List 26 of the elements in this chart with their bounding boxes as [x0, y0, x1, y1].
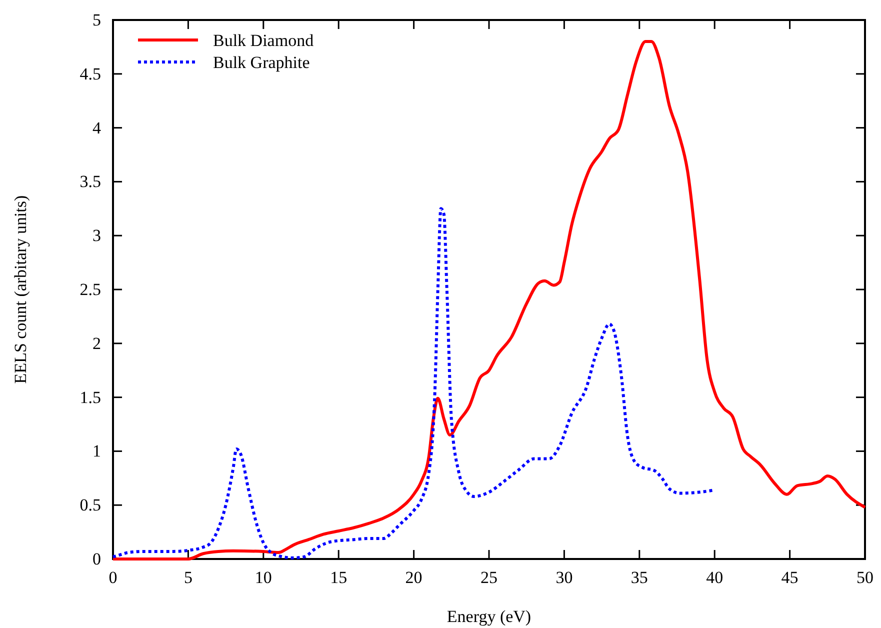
- x-tick-label: 50: [856, 568, 874, 588]
- y-tick-label: 2.5: [80, 280, 101, 299]
- x-tick-label: 40: [706, 568, 724, 588]
- y-tick-label: 0: [92, 549, 101, 568]
- y-tick-label: 3.5: [80, 172, 101, 192]
- x-tick-label: 20: [405, 568, 422, 588]
- x-tick-label: 0: [108, 568, 118, 588]
- legend-label: Bulk Diamond: [213, 31, 314, 50]
- x-tick-label: 15: [330, 568, 348, 588]
- x-tick-label: 45: [781, 568, 798, 588]
- legend-label: Bulk Graphite: [213, 53, 310, 72]
- y-tick-label: 3: [92, 226, 101, 246]
- y-tick-label: 5: [92, 10, 101, 30]
- x-tick-label: 35: [630, 568, 648, 588]
- y-tick-label: 1.5: [80, 388, 101, 407]
- y-tick-label: 0.5: [80, 496, 101, 515]
- x-tick-label: 30: [556, 568, 573, 588]
- x-tick-label: 25: [480, 568, 498, 588]
- y-tick-label: 4: [92, 118, 102, 138]
- x-tick-label: 5: [184, 568, 192, 588]
- y-tick-label: 2: [92, 334, 101, 353]
- y-tick-label: 1: [92, 442, 101, 461]
- y-axis-title: EELS count (arbitary units): [11, 195, 30, 384]
- y-tick-label: 4.5: [80, 64, 101, 84]
- x-axis-title: Energy (eV): [446, 607, 532, 626]
- x-tick-label: 10: [254, 568, 272, 588]
